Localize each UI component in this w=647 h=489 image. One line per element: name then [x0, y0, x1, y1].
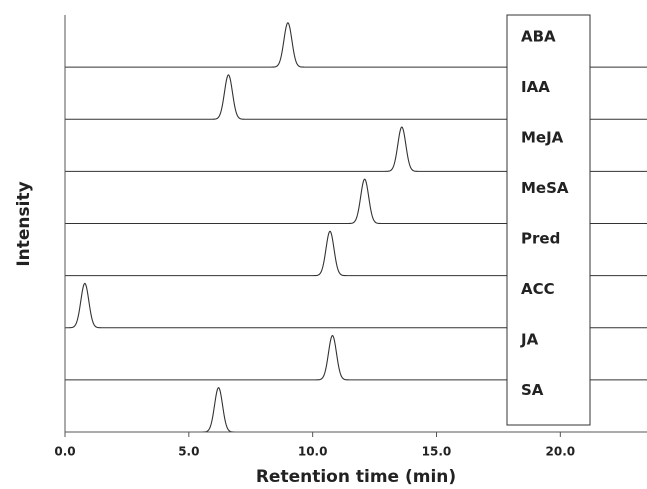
trace	[65, 22, 647, 68]
trace	[65, 178, 647, 225]
x-tick-label: 20.0	[546, 445, 576, 459]
legend-label: JA	[520, 331, 539, 349]
x-axis-title: Retention time (min)	[256, 467, 456, 487]
trace	[65, 334, 647, 381]
trace	[65, 126, 647, 172]
legend-label: MeJA	[521, 129, 564, 147]
legend-label: ACC	[521, 280, 555, 298]
trace	[65, 74, 647, 120]
legend-label: IAA	[521, 78, 550, 96]
trace	[64, 282, 647, 329]
x-tick-label: 0.0	[54, 445, 75, 459]
x-tick-label: 5.0	[178, 445, 199, 459]
y-axis-title: Intensity	[14, 181, 34, 266]
x-tick-label: 10.0	[298, 445, 328, 459]
legend-label: ABA	[521, 28, 556, 46]
legend-box	[506, 14, 591, 426]
x-tick-label: 15.0	[422, 445, 452, 459]
legend-label: Pred	[521, 230, 560, 248]
legend-label: SA	[521, 381, 544, 399]
legend-label: MeSA	[521, 179, 569, 197]
trace	[65, 230, 647, 277]
